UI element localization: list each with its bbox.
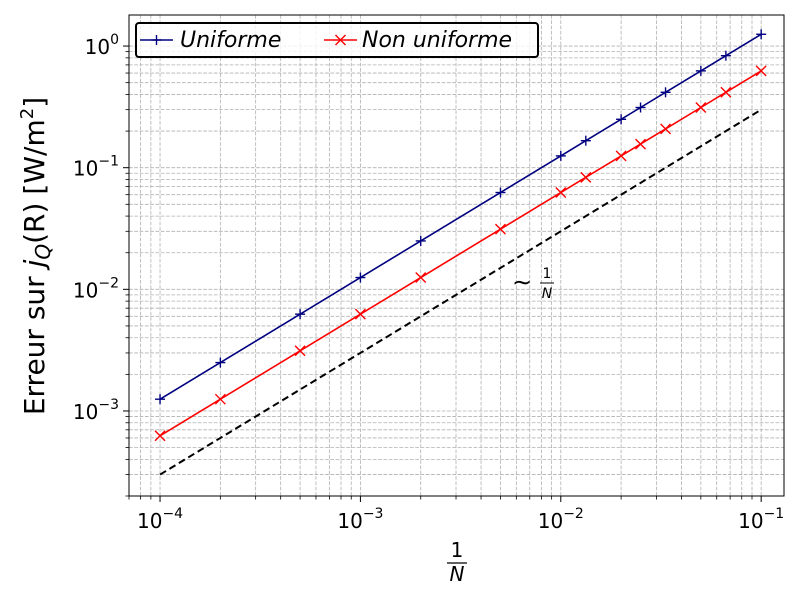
data-point-non-uniforme (695, 102, 707, 113)
series-line-non-uniforme (159, 70, 762, 437)
marker-stroke (154, 430, 166, 442)
y-axis-label: Erreur sur jQ(R)[W/m2] (17, 97, 55, 415)
data-point-non-uniforme (755, 65, 767, 77)
data-point-uniforme (495, 187, 506, 198)
data-point-non-uniforme (415, 272, 427, 284)
data-point-uniforme (660, 87, 671, 98)
marker-stroke (494, 223, 506, 235)
data-point-uniforme (695, 65, 706, 76)
marker-stroke (415, 272, 427, 284)
reference-line (159, 108, 762, 476)
data-point-non-uniforme (354, 308, 366, 320)
marker-stroke (755, 65, 767, 77)
y-tick-label: 10−3 (73, 397, 119, 424)
marker-stroke (354, 308, 366, 320)
y-tick-label: 10−2 (73, 275, 119, 302)
y-label-unit-exponent: 2 (17, 108, 38, 119)
y-label-subscript: Q (31, 244, 55, 260)
y-tick-label: 100 (85, 32, 119, 59)
data-point-non-uniforme (580, 171, 592, 183)
x-axis-label: 1 N (447, 538, 467, 586)
slope-annotation: ∼ 1 N (512, 266, 554, 302)
marker-stroke (615, 150, 627, 162)
marker-stroke (555, 187, 567, 199)
annotation-denominator: N (542, 286, 553, 302)
legend: Uniforme Non uniforme (135, 22, 539, 58)
data-point-non-uniforme (494, 223, 506, 235)
data-point-uniforme (635, 102, 646, 113)
legend-label-non-uniforme: Non uniforme (362, 28, 512, 53)
annotation-tilde: ∼ (512, 268, 532, 296)
data-point-uniforme (295, 309, 306, 320)
marker-stroke (294, 345, 306, 357)
x-tick-label: 10−4 (137, 506, 183, 533)
marker-stroke (660, 123, 672, 135)
grid (128, 15, 784, 497)
x-tick-label: 10−1 (738, 506, 784, 533)
series-line-uniforme (159, 33, 762, 400)
y-label-unit-prefix: [W/m (18, 119, 51, 194)
legend-label-uniforme: Uniforme (180, 28, 281, 53)
legend-marker-glyph (151, 35, 162, 45)
data-point-non-uniforme (660, 123, 672, 135)
data-point-non-uniforme (555, 187, 567, 199)
marker-stroke (335, 34, 346, 46)
plot-area (128, 14, 785, 497)
y-label-unit-suffix: ] (18, 97, 51, 108)
data-point-uniforme (215, 357, 226, 368)
data-point-uniforme (580, 135, 591, 146)
marker-stroke (695, 102, 707, 113)
data-point-uniforme (555, 150, 566, 161)
data-point-uniforme (355, 272, 366, 283)
x-label-denominator: N (450, 562, 465, 586)
data-point-non-uniforme (615, 150, 627, 162)
legend-marker-glyph (335, 34, 346, 46)
marker-stroke (720, 86, 732, 98)
y-tick-label: 10−1 (73, 154, 119, 181)
series-group (154, 29, 767, 476)
marker-stroke (214, 393, 226, 405)
marker-stroke (580, 171, 592, 183)
data-point-uniforme (155, 394, 166, 405)
x-tick-label: 10−2 (538, 506, 584, 533)
data-point-non-uniforme (154, 430, 166, 442)
x-tick-label: 10−3 (337, 506, 383, 533)
marker-stroke (635, 138, 647, 150)
legend-entry-non-uniforme: Non uniforme (324, 28, 512, 53)
y-label-argument: (R) (18, 203, 51, 244)
annotation-numerator: 1 (543, 266, 552, 282)
data-point-non-uniforme (214, 393, 226, 405)
legend-marker-non-uniforme (335, 34, 346, 46)
data-point-uniforme (616, 114, 627, 125)
data-point-non-uniforme (294, 345, 306, 357)
legend-marker-uniforme (151, 35, 162, 45)
y-label-prefix: Erreur sur (18, 267, 51, 415)
x-label-numerator: 1 (451, 538, 464, 562)
data-point-uniforme (720, 50, 731, 61)
legend-entry-uniforme: Uniforme (140, 28, 281, 53)
data-point-uniforme (415, 235, 426, 246)
data-point-non-uniforme (720, 86, 732, 98)
data-point-non-uniforme (635, 138, 647, 150)
data-point-uniforme (756, 29, 767, 40)
axis-ticks: 10−4 10−3 10−2 10−1 10−3 10−2 10−1 100 (73, 32, 784, 533)
